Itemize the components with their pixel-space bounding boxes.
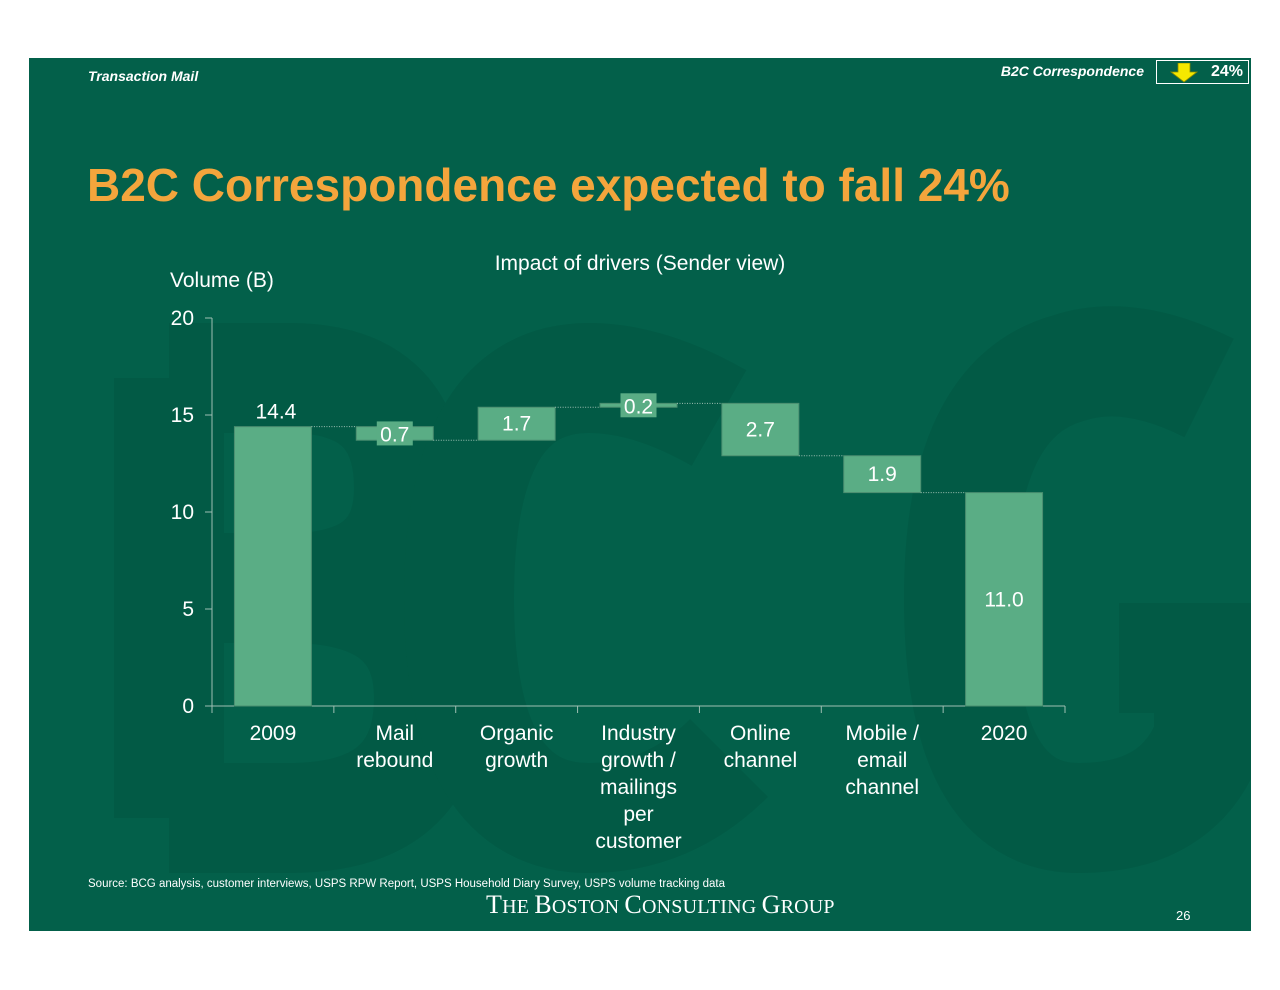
x-category-label: Industry growth / mailings per customer [595, 722, 681, 853]
x-category-line: mailings [600, 776, 677, 799]
page-number: 26 [1176, 908, 1191, 923]
delta-bar [721, 402, 800, 457]
brand-part: C [624, 890, 642, 919]
data-label-box [376, 421, 413, 446]
x-category-line: per [623, 803, 653, 826]
plot-area: 0 5 10 15 20 14.4 0.7 1.7 0.2 2.7 1.9 11.0 2009 Mail r… [171, 307, 1066, 853]
x-category-line: rebound [356, 749, 433, 772]
total-bar [233, 426, 312, 707]
data-label: 0.2 [624, 395, 653, 418]
x-category-line: channel [724, 749, 798, 772]
delta-bar [477, 406, 556, 441]
y-tick-label: 10 [171, 501, 194, 524]
total-bar [965, 492, 1044, 707]
x-category-label: Online channel [724, 722, 798, 772]
change-badge: 24% [1156, 60, 1249, 84]
x-category-line: growth [485, 749, 548, 772]
delta-bar [843, 455, 922, 494]
x-category-line: Mobile / [845, 722, 919, 745]
data-label: 14.4 [255, 401, 296, 424]
x-category-line: customer [595, 830, 681, 853]
x-category-line: Organic [480, 722, 554, 745]
section-label: Transaction Mail [88, 68, 199, 84]
data-label: 2.7 [746, 419, 775, 442]
data-label: 11.0 [984, 588, 1023, 611]
x-category-line: Mail [376, 722, 415, 745]
y-tick-label: 0 [182, 695, 194, 718]
brand-part: OSTON [551, 896, 625, 918]
x-category-line: email [857, 749, 907, 772]
x-category-label: Mobile / email channel [845, 722, 919, 799]
x-category-label: Organic growth [480, 722, 554, 772]
x-category-label: Mail rebound [356, 722, 433, 772]
brand-part: ROUP [780, 896, 835, 918]
y-axis-label: Volume (B) [170, 269, 274, 292]
brand-part: G [761, 890, 781, 919]
waterfall-chart: Impact of drivers (Sender view) Volume (… [170, 252, 1066, 853]
y-tick-label: 20 [171, 307, 194, 330]
x-category-label: 2020 [981, 722, 1028, 745]
bcg-watermark-logo [114, 306, 1251, 874]
x-category-label: 2009 [250, 722, 297, 745]
source-note: Source: BCG analysis, customer interview… [88, 878, 725, 890]
brand-part: B [534, 890, 552, 919]
data-label: 0.7 [380, 423, 409, 446]
x-category-line: 2020 [981, 722, 1028, 745]
slide-title: B2C Correspondence expected to fall 24% [87, 159, 1010, 211]
data-label-box [620, 393, 657, 418]
brand-part: HE [502, 896, 535, 918]
data-label: 1.9 [868, 463, 897, 486]
slide: Transaction Mail B2C Correspondence 24% … [29, 58, 1251, 931]
bcg-wordmark: THE BOSTON CONSULTING GROUP [486, 890, 835, 920]
down-arrow-icon [1170, 63, 1198, 83]
x-category-line: channel [845, 776, 919, 799]
badge-value: 24% [1210, 63, 1243, 80]
brand-part: ONSULTING [641, 896, 762, 918]
y-tick-label: 15 [171, 404, 194, 427]
data-label: 1.7 [502, 413, 531, 436]
x-category-line: Online [730, 722, 791, 745]
x-category-line: 2009 [250, 722, 297, 745]
x-category-line: growth / [601, 749, 676, 772]
chart-title: Impact of drivers (Sender view) [495, 252, 786, 275]
x-category-line: Industry [601, 722, 676, 745]
brand-part: T [486, 890, 503, 919]
section-topic: B2C Correspondence [1000, 63, 1144, 79]
y-tick-label: 5 [182, 598, 194, 621]
